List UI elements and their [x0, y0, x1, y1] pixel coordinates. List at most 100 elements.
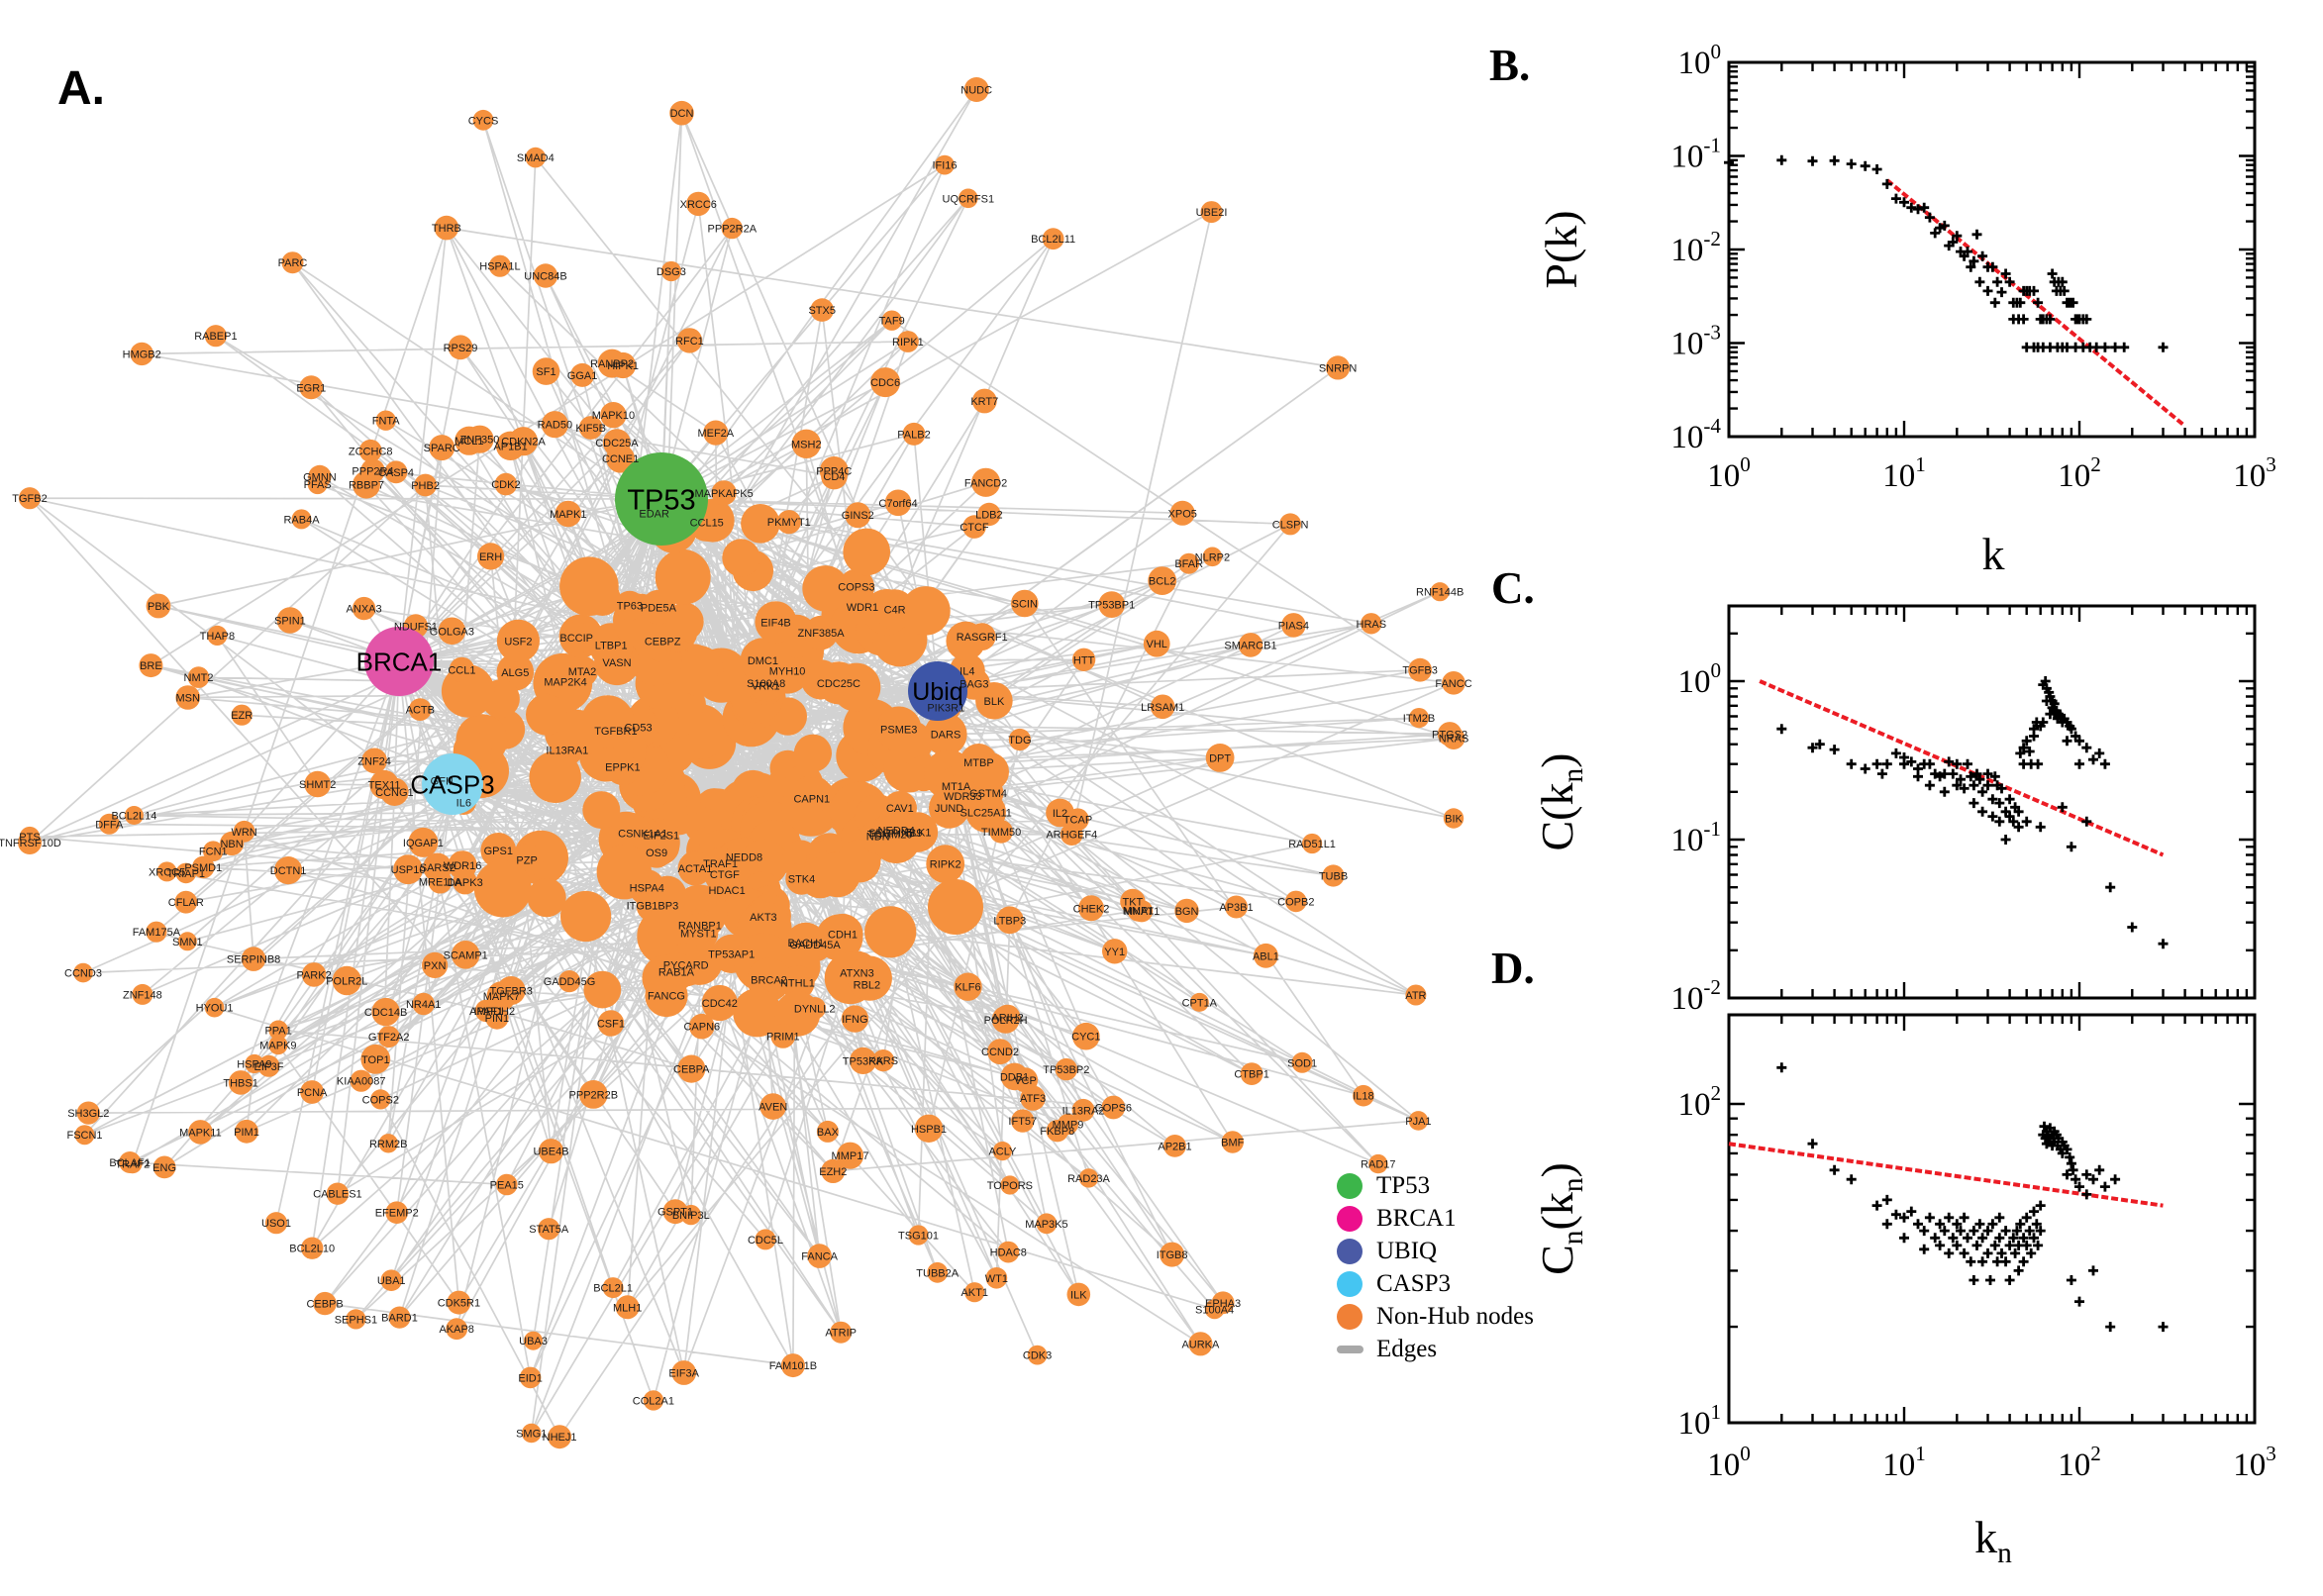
node-label: CCND2 [981, 1047, 1019, 1058]
node-label: LDB2 [975, 510, 1003, 522]
node-label: EZH2 [819, 1166, 847, 1178]
network-node [810, 298, 834, 322]
node-label: NDUFS1 [394, 622, 438, 634]
node-label: IFI16 [932, 160, 957, 172]
node-label: STX5 [808, 305, 836, 317]
network-node [1442, 727, 1465, 749]
node-label: ACTA1 [678, 863, 713, 875]
network-node [533, 263, 558, 288]
x-axis-label: k [1982, 529, 2005, 579]
network-node [299, 375, 324, 400]
node-label: HSPA1L [479, 261, 520, 273]
plot-frame [1727, 1013, 2257, 1425]
node-label: PALB2 [897, 429, 930, 441]
node-label: HDAC1 [708, 885, 745, 897]
edge-swatch-icon [1337, 1345, 1364, 1353]
node-label: SEPHS1 [335, 1314, 377, 1326]
node-label: SMAD4 [517, 152, 555, 164]
node-label: TOP1 [361, 1054, 390, 1066]
network-node [313, 1291, 337, 1316]
node-label: PTGS2 [1432, 729, 1467, 741]
network-node [819, 456, 849, 485]
network-node [1066, 1282, 1091, 1307]
node-label: MAP2K4 [544, 677, 586, 689]
node-label: AP1B1 [493, 441, 527, 452]
panel-c-label: C. [1491, 563, 1535, 613]
network-node [472, 109, 494, 131]
hub-label-casp3: CASP3 [410, 769, 494, 799]
network-node [177, 932, 197, 951]
node-label: AURKA [1181, 1339, 1220, 1350]
node-label: PPP4C [816, 466, 852, 478]
node-label: CDC6 [870, 377, 900, 389]
network-node [495, 431, 526, 460]
node-label: GPS1 [484, 846, 513, 857]
node-label: BCCIP [559, 633, 593, 645]
node-label: ARIH2 [991, 1013, 1023, 1025]
node-label: VRK1 [752, 681, 780, 693]
network-node [73, 962, 93, 983]
network-node [897, 812, 939, 852]
node-label: ZNF24 [357, 755, 391, 767]
node-label: FAM175A [133, 927, 181, 939]
network-node [802, 565, 849, 612]
node-label: MAPK9 [259, 1041, 296, 1052]
network-node [412, 992, 435, 1016]
node-label: TUBB [1319, 871, 1348, 883]
network-node [18, 487, 42, 510]
network-node [1160, 1242, 1185, 1267]
node-label: RAD23A [1067, 1173, 1110, 1185]
node-label: LRSAM1 [1141, 702, 1184, 714]
network-node [954, 972, 982, 1001]
node-label: GSPT1 [657, 1207, 693, 1219]
node-label: UBE4B [533, 1147, 568, 1158]
node-label: TP53RK [843, 1055, 884, 1067]
node-label: CCNE1 [602, 453, 639, 465]
network-node [741, 504, 780, 544]
node-label: EPHA3 [1205, 1298, 1241, 1310]
node-label: COPB2 [1277, 896, 1314, 908]
network-node [1281, 613, 1306, 638]
y-axis-label: C(kn) [1532, 752, 1589, 850]
node-label: CCNG1 [375, 787, 414, 799]
network-node [187, 666, 210, 688]
network-node [600, 402, 627, 429]
network-node [583, 970, 622, 1009]
network-node [326, 1182, 350, 1205]
node-label: PIAS4 [1278, 620, 1309, 632]
network-node [711, 480, 737, 506]
network-node [964, 1282, 985, 1303]
node-label: RFC1 [675, 336, 704, 348]
network-node [701, 984, 738, 1022]
node-label: CPT1A [1182, 997, 1218, 1009]
axis-ticks [1727, 606, 2257, 1000]
node-label: WDR1 [847, 602, 878, 614]
network-node [853, 969, 881, 999]
network-node [526, 693, 567, 736]
node-label: RABEP1 [194, 331, 237, 343]
node-label: RANBP1 [678, 920, 722, 932]
node-label: COPS2 [362, 1094, 399, 1106]
network-node [408, 698, 432, 721]
node-label: BCL2L1 [593, 1283, 633, 1295]
node-label: MEF2A [697, 428, 734, 440]
network-node [1205, 744, 1235, 772]
network-node [174, 890, 198, 914]
y-tick-label: 10-4 [1670, 414, 1721, 455]
node-label: PSMD1 [184, 862, 222, 874]
node-label: CDC42 [702, 998, 738, 1010]
network-node [228, 1070, 253, 1095]
node-label: PBK [148, 601, 170, 613]
node-label: VASN [602, 657, 631, 669]
network-node [448, 335, 473, 360]
node-label: SOD1 [1287, 1057, 1317, 1069]
node-label: CDK2 [491, 479, 520, 491]
node-label: MNAT1 [1124, 906, 1160, 918]
node-label: RRM2B [369, 1139, 408, 1150]
node-label: VCP [1014, 1075, 1037, 1087]
network-node [235, 1119, 258, 1144]
network-node [597, 1010, 625, 1037]
network-node [519, 1366, 542, 1389]
node-label: IFT57 [1008, 1116, 1037, 1128]
network-node [1101, 1095, 1126, 1120]
